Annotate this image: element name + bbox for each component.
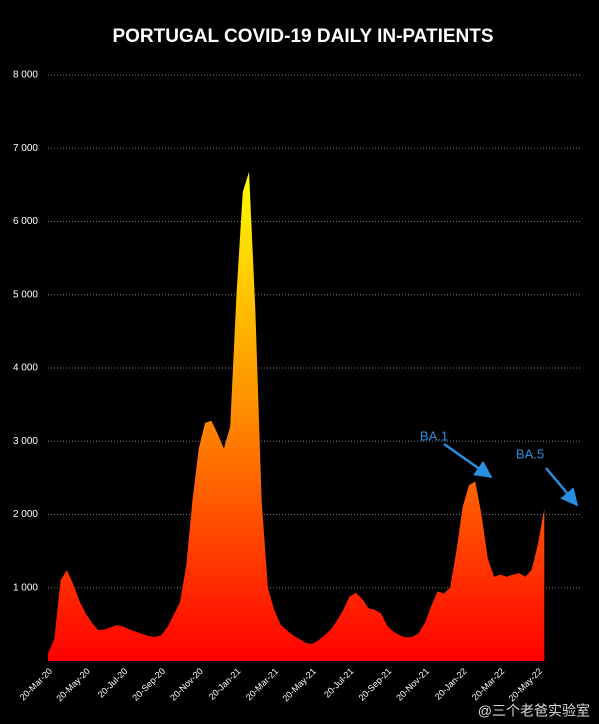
y-tick-label: 8 000 (13, 70, 38, 81)
x-tick-label: 20-May-20 (54, 666, 91, 703)
y-tick-label: 3 000 (13, 436, 38, 447)
annotation: BA.5 (516, 446, 544, 461)
x-tick-label: 20-Nov-21 (394, 666, 431, 703)
x-tick-label: 20-Jul-20 (96, 666, 130, 700)
x-tick-label: 20-Jul-21 (322, 666, 356, 700)
chart-title: PORTUGAL COVID-19 DAILY IN-PATIENTS (112, 26, 493, 47)
y-tick-label: 4 000 (13, 363, 38, 374)
x-tick-label: 20-Sep-21 (357, 666, 394, 703)
watermark: @三个老爸实验室 (478, 703, 590, 719)
y-tick-label: 2 000 (13, 509, 38, 520)
area (48, 171, 545, 661)
y-tick-label: 6 000 (13, 216, 38, 227)
arrow (545, 467, 579, 507)
x-tick-label: 20-Mar-21 (244, 666, 280, 702)
y-tick-label: 5 000 (13, 289, 38, 300)
x-tick-label: 20-Mar-20 (18, 666, 54, 702)
y-tick-label: 1 000 (13, 582, 38, 593)
arrow (443, 442, 493, 479)
x-tick-label: 20-Jan-21 (207, 666, 243, 702)
x-tick-label: 20-Jan-22 (433, 666, 469, 702)
x-tick-label: 20-Sep-20 (130, 666, 167, 703)
x-tick-label: 20-May-21 (280, 666, 317, 703)
x-tick-label: 20-May-22 (507, 666, 544, 703)
x-tick-label: 20-Nov-20 (168, 666, 205, 703)
annotation: BA.1 (420, 428, 448, 443)
x-tick-label: 20-Mar-22 (470, 666, 506, 702)
y-tick-label: 7 000 (13, 143, 38, 154)
